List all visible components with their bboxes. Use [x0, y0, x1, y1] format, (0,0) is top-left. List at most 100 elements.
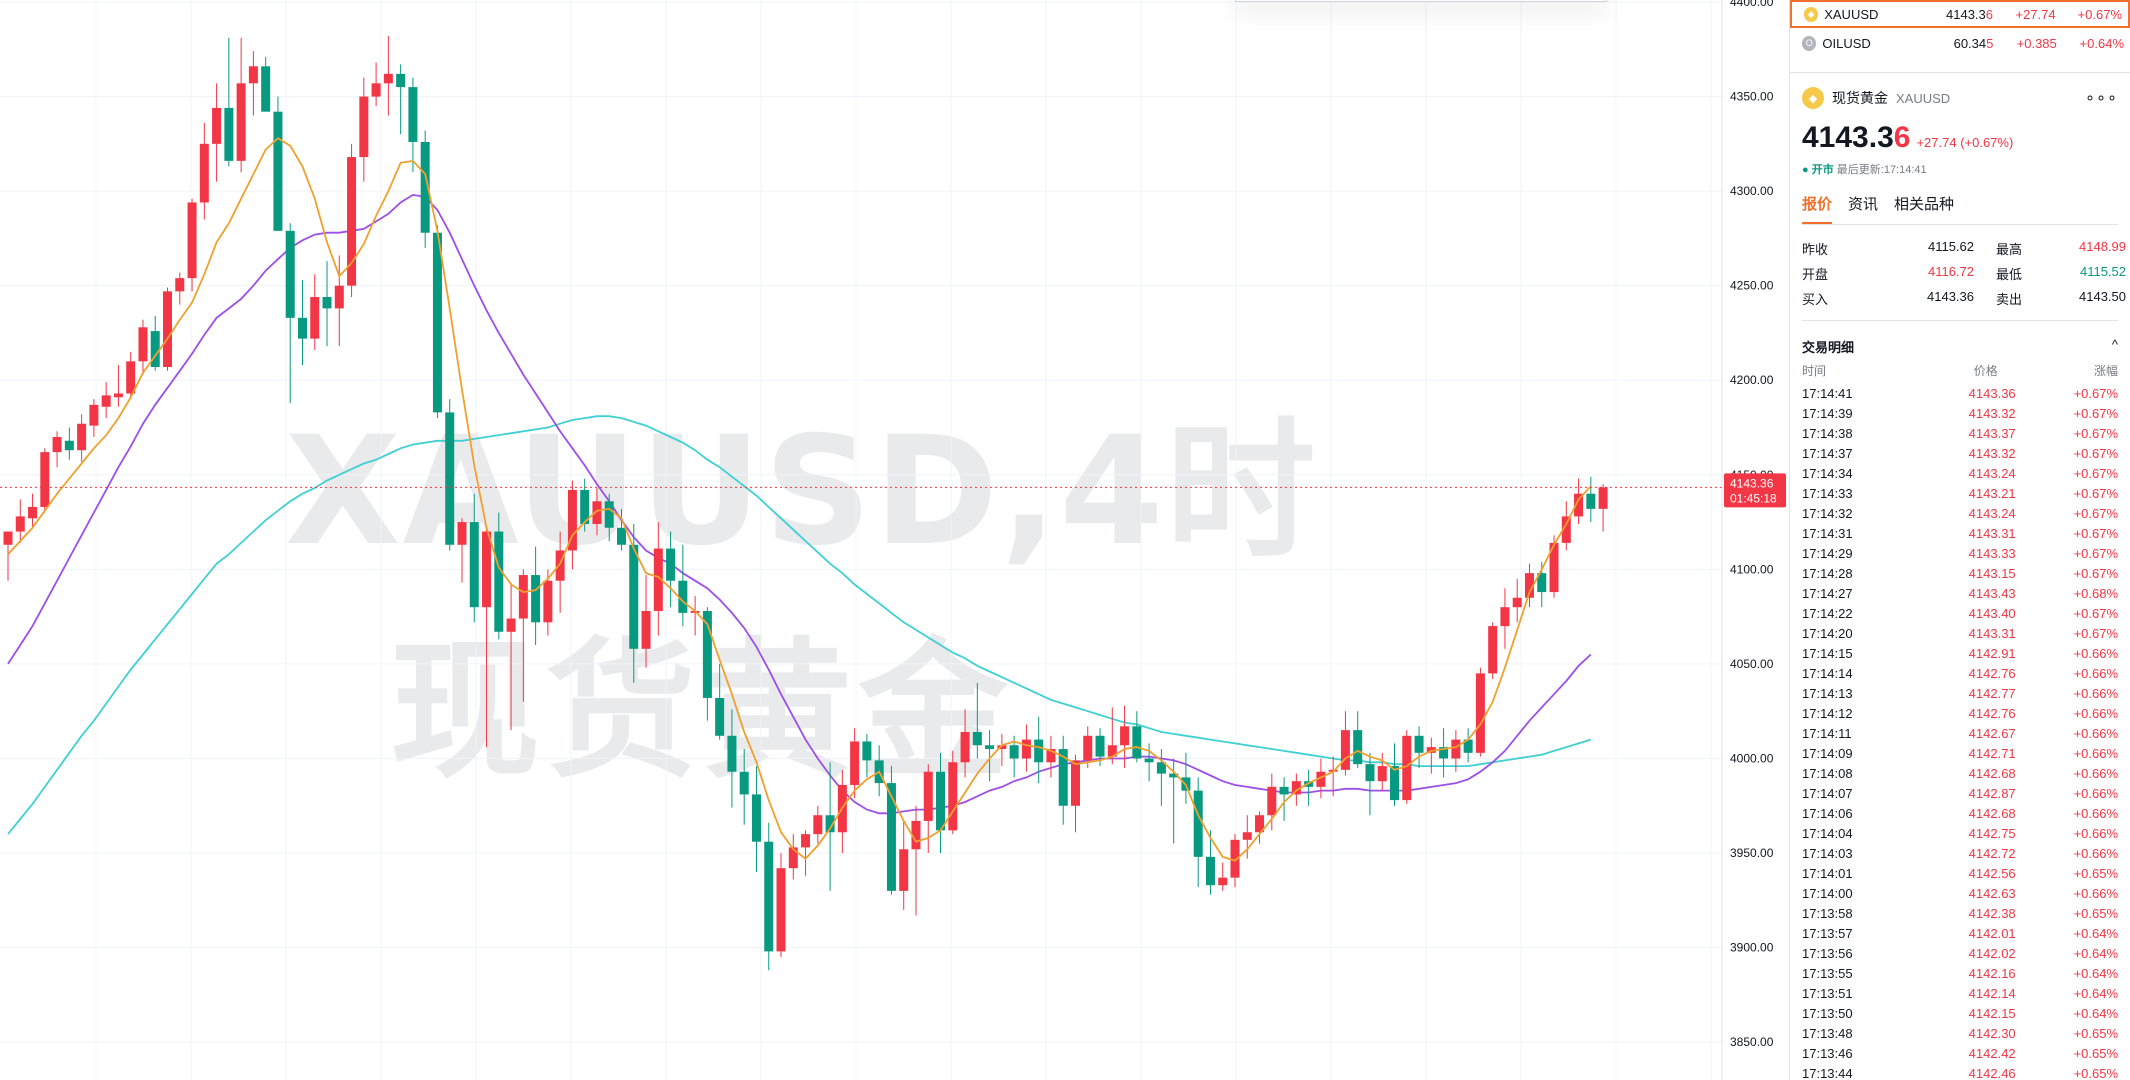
detail-price-main: 4143.3 [1802, 121, 1894, 154]
candle-body [199, 143, 209, 203]
candle-body [1083, 735, 1093, 761]
candle-body [1279, 786, 1289, 795]
candle-body [850, 741, 860, 785]
candle-body [1463, 739, 1473, 753]
chart-area[interactable]: XAUUSD,4时 现货黄金 4400.00 4350.00 4300.00 4250… [0, 0, 1789, 1080]
watchlist-row-oilusd[interactable]: O OILUSD 60.345 +0.385 +0.64% [1790, 28, 2130, 58]
price-axis-label: 4400.00 [1730, 0, 1774, 9]
trade-price: 4143.33 [1968, 545, 2016, 561]
candle-body [702, 610, 712, 698]
trade-price: 4142.87 [1968, 785, 2016, 801]
candle [1475, 667, 1485, 757]
candle [1144, 743, 1154, 782]
trade-price: 4143.31 [1968, 525, 2016, 541]
watchlist-last: 4143.36 [1919, 7, 1993, 22]
tab-quote[interactable]: 报价 [1802, 193, 1833, 224]
col-change: 涨幅 [2093, 364, 2118, 378]
trades-list[interactable]: 17:14:41 4143.36 +0.67% 17:14:39 4143.32 +0.6… [1802, 383, 2118, 1080]
watchlist-row-xauusd[interactable]: ◆ XAUUSD 4143.36 +27.74 +0.67% [1790, 0, 2130, 28]
candle [1058, 735, 1068, 825]
candle [1279, 777, 1289, 821]
candle-body [666, 548, 676, 581]
gold-coin-icon: ◆ [1802, 87, 1824, 109]
trade-price: 4142.02 [1968, 945, 2016, 961]
watchlist-symbol: XAUUSD [1824, 6, 1879, 22]
candle-body [248, 66, 258, 84]
candle [604, 493, 614, 541]
candle-body [678, 580, 688, 613]
candle-body [886, 783, 896, 891]
trade-time: 17:13:57 [1802, 925, 1853, 941]
candle [1512, 578, 1522, 623]
trade-change: +0.65% [2073, 1045, 2119, 1061]
trade-row: 17:14:38 4143.37 +0.67% [1802, 423, 2118, 443]
stat-label: 买入 [1802, 292, 1829, 307]
candle [1586, 476, 1596, 523]
trade-row: 17:13:51 4142.14 +0.64% [1802, 983, 2118, 1003]
candle [1107, 707, 1117, 765]
candle [666, 531, 676, 608]
trade-row: 17:14:28 4143.15 +0.67% [1802, 563, 2118, 583]
detail-change: +27.74 (+0.67%) [1916, 135, 2014, 150]
candle-body [77, 423, 87, 451]
candle-body [960, 732, 970, 763]
candle-body [1353, 730, 1363, 765]
trade-price: 4142.16 [1968, 965, 2016, 981]
candle-body [396, 73, 406, 88]
candlestick-chart[interactable]: 4400.004350.004300.004250.004200.004150.… [0, 0, 1789, 1080]
candle [1193, 777, 1203, 888]
tab-related[interactable]: 相关品种 [1894, 196, 1955, 213]
candle [297, 280, 307, 366]
candle [1156, 749, 1166, 806]
trade-time: 17:13:56 [1802, 945, 1853, 961]
trade-row: 17:14:12 4142.76 +0.66% [1802, 703, 2118, 723]
stat-value: 4115.52 [2079, 264, 2126, 279]
candle [1377, 752, 1387, 791]
trade-time: 17:13:50 [1802, 1005, 1853, 1021]
trades-header[interactable]: 交易明细 ^ [1802, 320, 2118, 356]
candle-body [641, 610, 651, 649]
candle-body [408, 87, 418, 142]
stat-label: 开盘 [1802, 267, 1829, 282]
stat-value: 4143.50 [2079, 289, 2126, 304]
candle [1255, 811, 1265, 844]
candle [825, 762, 835, 891]
candle [212, 83, 222, 182]
candle-body [555, 550, 565, 581]
trade-time: 17:14:11 [1802, 725, 1852, 741]
candle [248, 51, 258, 116]
trade-change: +0.65% [2073, 905, 2119, 921]
trade-change: +0.66% [2073, 785, 2119, 801]
trade-change: +0.67% [2073, 405, 2119, 421]
candle-body [445, 412, 455, 545]
candle-body [347, 157, 357, 286]
col-price: 价格 [1973, 364, 1998, 378]
candle [997, 733, 1007, 767]
candle [445, 399, 455, 551]
candle-body [3, 531, 13, 545]
candle [236, 37, 246, 173]
watchlist: ◆ XAUUSD 4143.36 +27.74 +0.67% O OILUSD 60.345 +… [1790, 0, 2130, 58]
stat-label: 最高 [1996, 242, 2023, 257]
candle-body [727, 735, 737, 772]
more-options-icon[interactable]: ∘∘∘ [2084, 90, 2118, 107]
candle-body [604, 501, 614, 528]
candle [77, 414, 87, 462]
trade-change: +0.66% [2073, 805, 2119, 821]
candle-body [715, 697, 725, 736]
stat-value: 4116.72 [1927, 264, 1974, 279]
trade-change: +0.67% [2073, 505, 2119, 521]
trade-time: 17:14:33 [1802, 485, 1853, 501]
candle-body [1046, 749, 1056, 763]
candle [1561, 501, 1571, 551]
trade-price: 4143.40 [1968, 605, 2016, 621]
candle-body [15, 516, 25, 532]
candle-body [1439, 747, 1449, 759]
tab-news[interactable]: 资讯 [1848, 196, 1879, 213]
collapse-caret-icon[interactable]: ^ [2111, 337, 2118, 352]
candle-body [1242, 832, 1252, 840]
trade-row: 17:13:44 4142.46 +0.65% [1802, 1063, 2118, 1080]
candle-body [273, 111, 283, 231]
candle-body [1365, 764, 1375, 782]
candle-body [187, 202, 197, 279]
